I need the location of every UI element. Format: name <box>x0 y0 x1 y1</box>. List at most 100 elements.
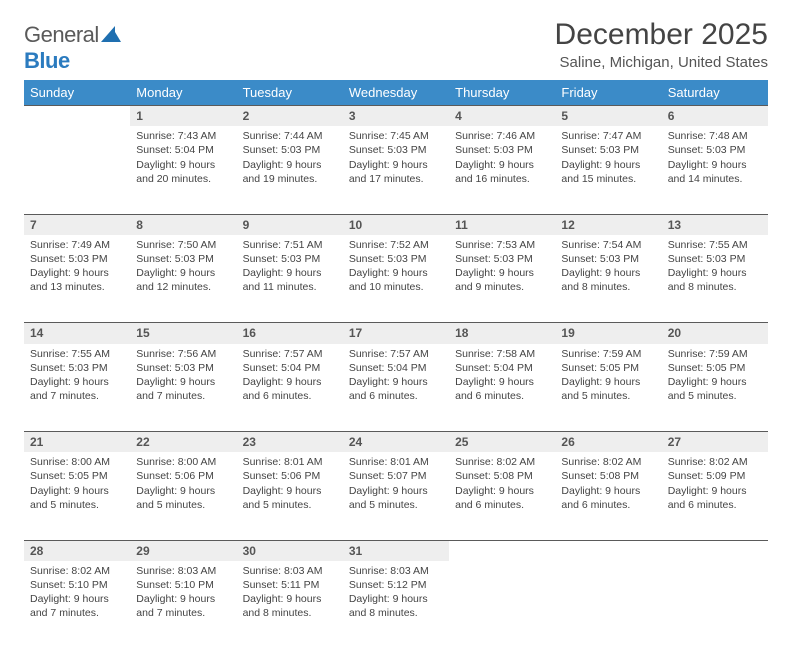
sunset-line: Sunset: 5:11 PM <box>243 578 337 592</box>
day-number-cell: 8 <box>130 214 236 235</box>
day-number-row: 14151617181920 <box>24 323 768 344</box>
day-content-cell: Sunrise: 8:03 AMSunset: 5:11 PMDaylight:… <box>237 561 343 649</box>
page-title: December 2025 <box>555 18 768 52</box>
day-number-cell: 17 <box>343 323 449 344</box>
daylight-line: Daylight: 9 hours and 11 minutes. <box>243 266 337 294</box>
day-number-cell: 4 <box>449 106 555 127</box>
sunset-line: Sunset: 5:10 PM <box>136 578 230 592</box>
day-number-cell: 31 <box>343 540 449 561</box>
day-content-cell: Sunrise: 7:55 AMSunset: 5:03 PMDaylight:… <box>662 235 768 323</box>
day-content-cell: Sunrise: 7:50 AMSunset: 5:03 PMDaylight:… <box>130 235 236 323</box>
sunset-line: Sunset: 5:03 PM <box>243 143 337 157</box>
sunrise-line: Sunrise: 7:50 AM <box>136 238 230 252</box>
day-content-cell: Sunrise: 8:00 AMSunset: 5:05 PMDaylight:… <box>24 452 130 540</box>
day-number-cell <box>662 540 768 561</box>
day-content-cell: Sunrise: 8:01 AMSunset: 5:07 PMDaylight:… <box>343 452 449 540</box>
sunset-line: Sunset: 5:03 PM <box>30 252 124 266</box>
day-content-cell <box>555 561 661 649</box>
day-content-row: Sunrise: 7:43 AMSunset: 5:04 PMDaylight:… <box>24 126 768 214</box>
sunset-line: Sunset: 5:03 PM <box>349 143 443 157</box>
day-number-cell: 6 <box>662 106 768 127</box>
day-number-cell: 3 <box>343 106 449 127</box>
sunrise-line: Sunrise: 7:47 AM <box>561 129 655 143</box>
daylight-line: Daylight: 9 hours and 5 minutes. <box>30 484 124 512</box>
brand-name-a: General <box>24 22 99 47</box>
day-number-cell: 7 <box>24 214 130 235</box>
day-content-cell: Sunrise: 8:01 AMSunset: 5:06 PMDaylight:… <box>237 452 343 540</box>
day-number-cell: 5 <box>555 106 661 127</box>
day-content-cell: Sunrise: 7:54 AMSunset: 5:03 PMDaylight:… <box>555 235 661 323</box>
daylight-line: Daylight: 9 hours and 20 minutes. <box>136 158 230 186</box>
day-number-cell: 18 <box>449 323 555 344</box>
sunrise-line: Sunrise: 8:02 AM <box>30 564 124 578</box>
day-content-cell <box>24 126 130 214</box>
day-content-cell: Sunrise: 7:52 AMSunset: 5:03 PMDaylight:… <box>343 235 449 323</box>
day-content-cell: Sunrise: 7:59 AMSunset: 5:05 PMDaylight:… <box>662 344 768 432</box>
day-content-cell: Sunrise: 7:48 AMSunset: 5:03 PMDaylight:… <box>662 126 768 214</box>
daylight-line: Daylight: 9 hours and 6 minutes. <box>243 375 337 403</box>
day-number-cell: 11 <box>449 214 555 235</box>
day-number-cell: 15 <box>130 323 236 344</box>
day-content-cell: Sunrise: 7:45 AMSunset: 5:03 PMDaylight:… <box>343 126 449 214</box>
day-number-cell <box>24 106 130 127</box>
day-content-cell: Sunrise: 7:51 AMSunset: 5:03 PMDaylight:… <box>237 235 343 323</box>
day-content-cell: Sunrise: 8:02 AMSunset: 5:08 PMDaylight:… <box>449 452 555 540</box>
sunset-line: Sunset: 5:03 PM <box>349 252 443 266</box>
daylight-line: Daylight: 9 hours and 15 minutes. <box>561 158 655 186</box>
sunrise-line: Sunrise: 7:59 AM <box>561 347 655 361</box>
sunset-line: Sunset: 5:04 PM <box>349 361 443 375</box>
weekday-header: Monday <box>130 80 236 106</box>
day-number-row: 21222324252627 <box>24 432 768 453</box>
weekday-header: Friday <box>555 80 661 106</box>
weekday-header-row: SundayMondayTuesdayWednesdayThursdayFrid… <box>24 80 768 106</box>
sunrise-line: Sunrise: 7:52 AM <box>349 238 443 252</box>
sunrise-line: Sunrise: 7:49 AM <box>30 238 124 252</box>
day-content-cell <box>662 561 768 649</box>
sunset-line: Sunset: 5:03 PM <box>136 252 230 266</box>
sunrise-line: Sunrise: 7:57 AM <box>243 347 337 361</box>
daylight-line: Daylight: 9 hours and 10 minutes. <box>349 266 443 294</box>
sunset-line: Sunset: 5:05 PM <box>561 361 655 375</box>
header: GeneralBlue December 2025 Saline, Michig… <box>24 18 768 74</box>
day-content-row: Sunrise: 8:00 AMSunset: 5:05 PMDaylight:… <box>24 452 768 540</box>
daylight-line: Daylight: 9 hours and 6 minutes. <box>455 484 549 512</box>
sunrise-line: Sunrise: 8:02 AM <box>668 455 762 469</box>
weekday-header: Saturday <box>662 80 768 106</box>
daylight-line: Daylight: 9 hours and 6 minutes. <box>561 484 655 512</box>
sunrise-line: Sunrise: 7:45 AM <box>349 129 443 143</box>
calendar-table: SundayMondayTuesdayWednesdayThursdayFrid… <box>24 80 768 649</box>
daylight-line: Daylight: 9 hours and 17 minutes. <box>349 158 443 186</box>
daylight-line: Daylight: 9 hours and 7 minutes. <box>30 592 124 620</box>
sunrise-line: Sunrise: 8:03 AM <box>243 564 337 578</box>
sunrise-line: Sunrise: 8:00 AM <box>30 455 124 469</box>
sunset-line: Sunset: 5:04 PM <box>455 361 549 375</box>
sunrise-line: Sunrise: 7:46 AM <box>455 129 549 143</box>
sunset-line: Sunset: 5:10 PM <box>30 578 124 592</box>
daylight-line: Daylight: 9 hours and 19 minutes. <box>243 158 337 186</box>
weekday-header: Thursday <box>449 80 555 106</box>
daylight-line: Daylight: 9 hours and 6 minutes. <box>668 484 762 512</box>
sunrise-line: Sunrise: 7:48 AM <box>668 129 762 143</box>
day-content-cell: Sunrise: 8:02 AMSunset: 5:10 PMDaylight:… <box>24 561 130 649</box>
day-content-cell: Sunrise: 8:02 AMSunset: 5:09 PMDaylight:… <box>662 452 768 540</box>
sunset-line: Sunset: 5:04 PM <box>136 143 230 157</box>
sunrise-line: Sunrise: 8:00 AM <box>136 455 230 469</box>
title-block: December 2025 Saline, Michigan, United S… <box>555 18 768 71</box>
day-number-cell: 1 <box>130 106 236 127</box>
day-content-cell: Sunrise: 8:00 AMSunset: 5:06 PMDaylight:… <box>130 452 236 540</box>
day-content-cell: Sunrise: 7:43 AMSunset: 5:04 PMDaylight:… <box>130 126 236 214</box>
day-number-cell: 10 <box>343 214 449 235</box>
day-content-cell: Sunrise: 7:59 AMSunset: 5:05 PMDaylight:… <box>555 344 661 432</box>
day-number-cell: 9 <box>237 214 343 235</box>
brand-name-b: Blue <box>24 48 70 73</box>
sunset-line: Sunset: 5:03 PM <box>668 143 762 157</box>
sunset-line: Sunset: 5:07 PM <box>349 469 443 483</box>
sunset-line: Sunset: 5:03 PM <box>243 252 337 266</box>
sunrise-line: Sunrise: 7:51 AM <box>243 238 337 252</box>
sunrise-line: Sunrise: 7:58 AM <box>455 347 549 361</box>
daylight-line: Daylight: 9 hours and 7 minutes. <box>136 375 230 403</box>
daylight-line: Daylight: 9 hours and 5 minutes. <box>136 484 230 512</box>
sunset-line: Sunset: 5:03 PM <box>136 361 230 375</box>
sunrise-line: Sunrise: 8:03 AM <box>136 564 230 578</box>
weekday-header: Wednesday <box>343 80 449 106</box>
